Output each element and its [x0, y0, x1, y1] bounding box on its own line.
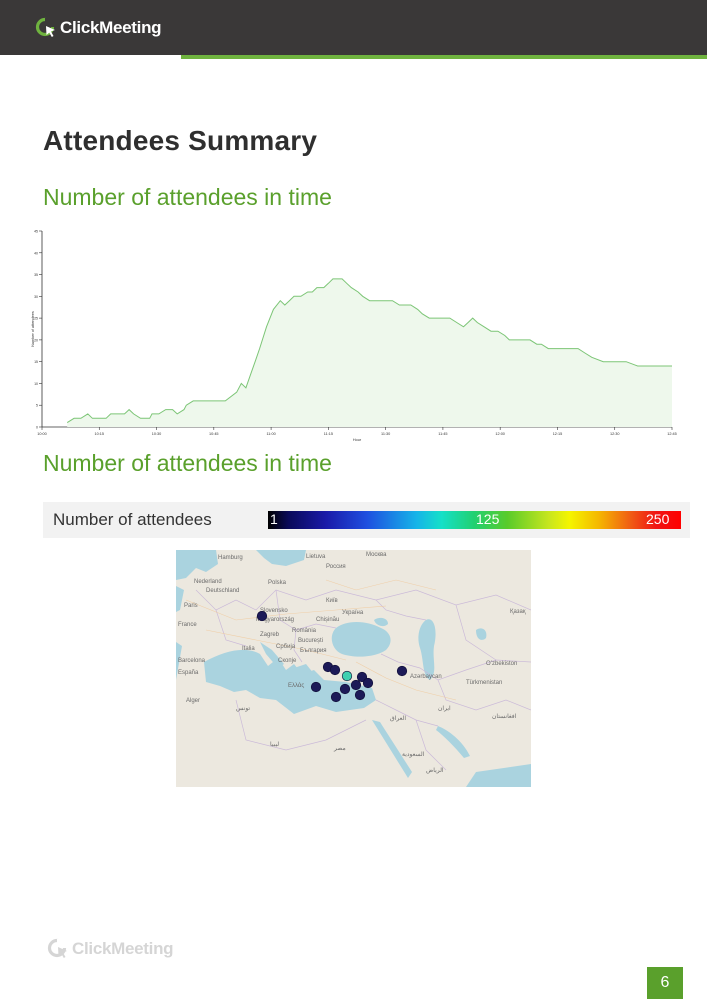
map-label-romania: România	[292, 628, 317, 634]
map-label-bulgaria: България	[300, 648, 327, 654]
x-tick-label: 10:00	[37, 432, 47, 436]
map-label-libya: ليبيا	[270, 741, 279, 748]
map-canvas: Hamburg Nederland Deutschland Polska Lie…	[176, 550, 531, 787]
map-label-kyiv: Київ	[326, 598, 338, 604]
map-label-misr: مصر	[333, 746, 346, 752]
attendees-series-line	[66, 278, 672, 424]
attendees-area-chart: 0 5 10 15 20 25 30 35 40 45 10:00 10:15 10:30 10:45 11…	[31, 230, 677, 443]
konya-point[interactable]	[339, 683, 351, 695]
map-label-azerbaycan: Azərbaycan	[410, 674, 442, 680]
eskisehir-point[interactable]	[362, 677, 374, 689]
header-bar: ClickMeeting	[0, 0, 707, 55]
x-tick-label: 12:15	[553, 432, 563, 436]
x-tick-label: 11:00	[266, 432, 275, 436]
x-tick-label: 11:30	[381, 432, 390, 436]
x-tick-label: 12:45	[667, 432, 677, 436]
map-label-ellas: Ελλάς	[288, 682, 304, 689]
header-logo: ClickMeeting	[35, 15, 162, 41]
x-tick-label: 12:00	[495, 432, 505, 436]
map-label-hamburg: Hamburg	[218, 555, 243, 561]
attendees-area-fill	[67, 278, 672, 427]
map-label-moscow: Москва	[366, 552, 387, 558]
x-tick-label: 10:15	[95, 432, 105, 436]
y-tick-label: 10	[34, 382, 38, 386]
legend-min-value: 1	[270, 511, 278, 527]
attendees-map[interactable]: Hamburg Nederland Deutschland Polska Lie…	[176, 550, 531, 787]
map-label-italia: Italia	[242, 646, 255, 652]
map-label-nederland: Nederland	[194, 579, 222, 585]
map-label-iran: ایران	[438, 705, 451, 712]
footer-clickmeeting-logo-icon	[47, 938, 69, 960]
y-tick-label: 25	[34, 317, 38, 321]
x-tick-label: 11:45	[438, 432, 447, 436]
legend-label: Number of attendees	[53, 510, 212, 529]
x-tick-label: 10:45	[209, 432, 219, 436]
map-label-polska: Polska	[268, 580, 287, 586]
map-heading: Number of attendees in time	[43, 450, 332, 476]
footer-logo: ClickMeeting	[47, 938, 174, 960]
map-label-barcelona: Barcelona	[178, 658, 206, 664]
x-axis-label: Hour	[353, 438, 362, 442]
map-label-uzbekiston: Oʻzbekiston	[486, 660, 517, 667]
map-label-srbija: Србија	[276, 644, 296, 650]
y-tick-label: 40	[34, 251, 38, 255]
map-label-russia: Россия	[326, 564, 346, 570]
map-label-paris: Paris	[184, 603, 198, 609]
page-number: 6	[647, 967, 683, 999]
georgia-point[interactable]	[396, 665, 408, 677]
map-label-magyarorszag: Magyarország	[256, 617, 294, 623]
map-label-skopje: Скопје	[278, 658, 297, 664]
x-tick-label: 12:30	[610, 432, 620, 436]
x-tick-label: 10:30	[152, 432, 162, 436]
legend-color-scale	[268, 511, 681, 529]
legend-mid-value: 125	[476, 511, 500, 527]
y-tick-label: 15	[34, 360, 38, 364]
clickmeeting-logo-icon	[35, 17, 57, 39]
section-title: Attendees Summary	[43, 125, 318, 156]
y-tick-label: 35	[34, 273, 38, 277]
map-label-france: France	[178, 622, 197, 628]
antalya-point[interactable]	[330, 691, 342, 703]
y-tick-label: 0	[36, 426, 38, 430]
samsun-point[interactable]	[350, 679, 362, 691]
map-label-zagreb: Zagreb	[260, 632, 280, 638]
ankara-point[interactable]	[341, 670, 353, 682]
y-axis-label: Number of attendees	[31, 311, 35, 347]
bursa-point[interactable]	[329, 664, 341, 676]
map-label-lietuva: Lietuva	[306, 554, 326, 560]
map-label-turkmenistan: Türkmenistan	[466, 680, 502, 686]
map-label-algerie: Alger	[186, 698, 200, 704]
footer-brand-name: ClickMeeting	[72, 939, 174, 958]
y-tick-label: 20	[34, 338, 38, 342]
map-label-saudi: السعودية	[402, 751, 425, 758]
map-label-kazakh: Қазақ	[510, 609, 526, 615]
chart-heading: Number of attendees in time	[43, 184, 332, 210]
map-label-espana: España	[178, 670, 199, 676]
map-label-slovensko: Slovensko	[260, 608, 288, 614]
map-label-afghanistan: افغانستان	[492, 713, 517, 720]
map-label-ukraina: Україна	[342, 610, 364, 616]
y-tick-label: 30	[34, 295, 38, 299]
header-brand-name: ClickMeeting	[60, 18, 162, 37]
y-tick-label: 5	[36, 404, 38, 408]
hungary-point[interactable]	[256, 610, 268, 622]
attendees-legend: Number of attendees 1 125 250	[43, 502, 690, 538]
map-label-deutschland: Deutschland	[206, 588, 239, 594]
map-label-riyadh: الرياض	[426, 767, 444, 774]
header-accent-stripe	[181, 55, 707, 59]
map-label-iraq: العراق	[390, 715, 406, 722]
y-tick-label: 45	[34, 230, 38, 234]
map-label-bucuresti: București	[298, 638, 323, 644]
adana-point[interactable]	[354, 689, 366, 701]
izmir-point[interactable]	[310, 681, 322, 693]
x-tick-label: 11:15	[324, 432, 333, 436]
legend-max-value: 250	[646, 511, 670, 527]
map-label-chisinau: Chișinău	[316, 617, 339, 623]
map-label-tunis: تونس	[236, 706, 250, 712]
